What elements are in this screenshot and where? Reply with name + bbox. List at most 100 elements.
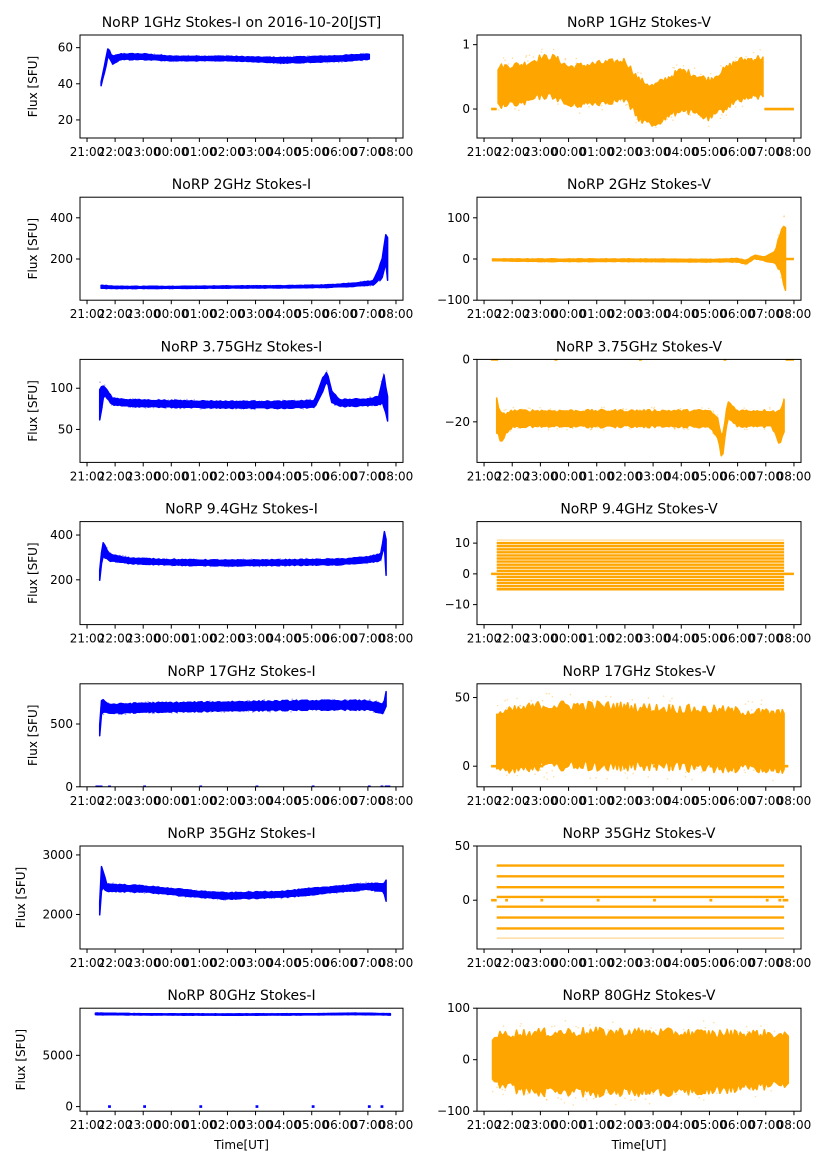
outlier-point [202, 1014, 205, 1017]
x-tick-label: 00:00 [154, 1118, 189, 1132]
x-tick-label: 01:00 [182, 632, 217, 646]
outlier-point [543, 776, 545, 778]
outlier-point [209, 890, 212, 893]
outlier-point [652, 1093, 654, 1095]
x-tick-label: 07:00 [748, 956, 783, 970]
outlier-point [153, 712, 155, 715]
outlier-point [254, 399, 256, 402]
outlier-point [548, 261, 550, 263]
x-tick-label: 06:00 [720, 794, 755, 808]
outlier-point [343, 282, 345, 285]
outlier-point [673, 67, 676, 69]
outlier-point [338, 60, 340, 63]
outlier-point [547, 427, 549, 429]
outlier-point [239, 710, 241, 713]
outlier-point [725, 257, 728, 260]
x-tick-label: 08:00 [379, 145, 414, 159]
outlier-point [666, 118, 668, 120]
outlier-point [665, 1094, 668, 1096]
outlier-point [364, 1014, 367, 1016]
outlier-point [572, 1104, 574, 1106]
outlier-point [170, 564, 173, 567]
outlier-point [106, 547, 108, 549]
axes-frame [79, 196, 404, 301]
outlier-point [695, 767, 698, 769]
outlier-point [735, 425, 738, 428]
x-tick-label: 00:00 [551, 469, 586, 483]
outlier-point [184, 896, 187, 898]
outlier-point [165, 407, 167, 410]
outlier-point [343, 60, 346, 62]
outlier-point [710, 72, 712, 75]
outlier-point [364, 1014, 367, 1016]
y-tick-label: 0 [462, 102, 470, 116]
data-series [491, 215, 794, 292]
outlier-point [246, 559, 249, 561]
outlier-point [502, 1025, 505, 1027]
outlier-point [349, 563, 351, 565]
panel-80ghz-i: NoRP 80GHz Stokes-I0500021:0022:0023:000… [14, 988, 413, 1152]
outlier-point [619, 100, 622, 102]
outlier-point [605, 695, 607, 698]
outlier-point [312, 894, 314, 897]
outlier-point [621, 1029, 624, 1032]
outlier-point [746, 1030, 749, 1033]
outlier-point [202, 565, 205, 567]
x-tick-label: 01:00 [182, 307, 217, 321]
outlier-point [613, 261, 616, 263]
outlier-point [143, 52, 146, 55]
outlier-point [101, 1014, 104, 1016]
outlier-point [527, 407, 530, 409]
y-axis-label: Flux [SFU] [26, 542, 40, 603]
outlier-point [369, 396, 371, 399]
x-tick-label: 22:00 [495, 469, 530, 483]
outlier-point [564, 1020, 567, 1022]
outlier-point [773, 262, 775, 265]
outlier-point [516, 774, 518, 777]
outlier-point [270, 1012, 273, 1015]
outlier-point [250, 558, 253, 560]
outlier-point [184, 1012, 186, 1015]
outlier-point [351, 54, 354, 56]
outlier-point [330, 885, 332, 888]
outlier-point [709, 261, 711, 264]
outlier-point [569, 693, 572, 696]
outlier-point [669, 703, 672, 706]
outlier-point [268, 710, 271, 713]
outlier-point [334, 404, 336, 407]
outlier-point [527, 1093, 529, 1095]
outlier-point [575, 62, 578, 64]
outlier-point [177, 399, 179, 402]
axes-frame [79, 683, 404, 788]
x-tick-label: 02:00 [210, 145, 245, 159]
outlier-point [323, 54, 326, 57]
outlier-point [144, 1012, 147, 1015]
x-tick-label: 02:00 [210, 956, 245, 970]
outlier-point [133, 892, 136, 894]
outlier-point [335, 885, 338, 887]
outlier-point [322, 286, 325, 289]
outlier-point [575, 1025, 577, 1028]
outlier-point [112, 54, 114, 57]
outlier-point [577, 1027, 579, 1029]
outlier-point [760, 1025, 762, 1027]
outlier-point [562, 261, 565, 263]
outlier-point [688, 261, 691, 264]
outlier-point [151, 701, 154, 703]
outlier-point [699, 427, 701, 430]
outlier-point [541, 48, 543, 51]
x-tick-label: 08:00 [379, 632, 414, 646]
outlier-point [257, 898, 259, 900]
outlier-point [332, 283, 335, 286]
outlier-point [574, 1097, 577, 1099]
y-tick-label: 0 [462, 759, 470, 773]
outlier-point [603, 406, 605, 409]
y-tick-label: 0 [462, 567, 470, 581]
outlier-point [274, 1014, 276, 1017]
outlier-point [700, 73, 702, 76]
y-axis-label: Flux [SFU] [26, 380, 40, 441]
outlier-point [374, 889, 377, 892]
outlier-point [589, 1024, 591, 1026]
outlier-point [609, 60, 612, 63]
outlier-point [700, 258, 702, 261]
